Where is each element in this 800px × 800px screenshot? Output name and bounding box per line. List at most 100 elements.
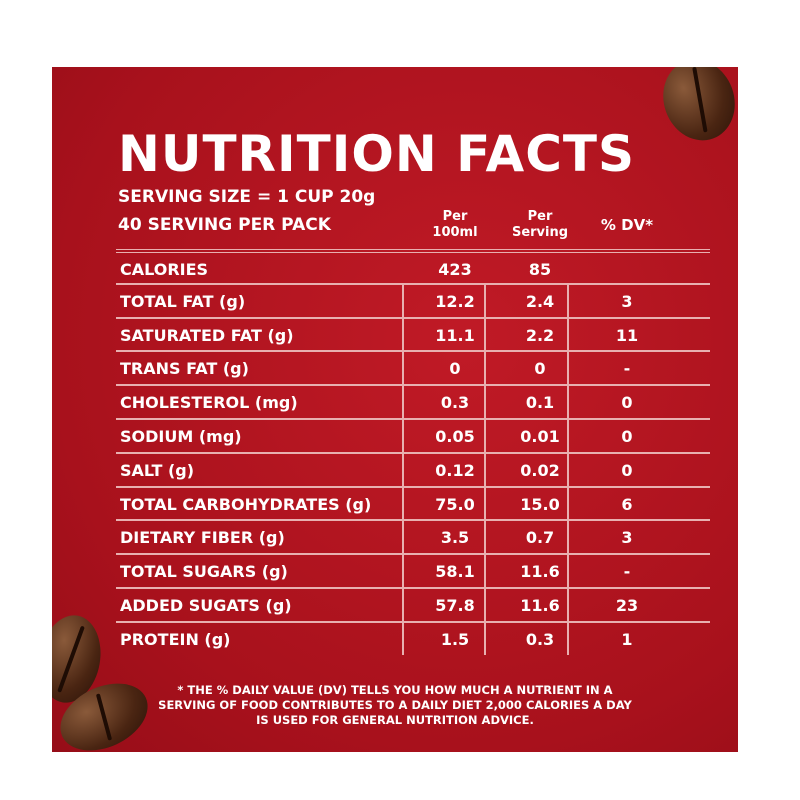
dv-value: - (623, 359, 631, 379)
servings-per-pack: 40 SERVING PER PACK (118, 215, 331, 235)
dv-value: 6 (621, 494, 633, 514)
column-divider (402, 588, 404, 621)
table-row: SATURATED FAT (g) 11.1 2.2 11 (116, 316, 710, 351)
table-row: SODIUM (mg) 0.05 0.01 0 (116, 417, 710, 452)
column-divider (402, 453, 404, 486)
per-serving-value: 15.0 (520, 494, 560, 514)
per-100ml-value: 0.12 (435, 460, 475, 480)
column-divider (567, 318, 569, 351)
table-row: PROTEIN (g) 1.5 0.3 1 (116, 620, 710, 655)
table-row: TOTAL FAT (g) 12.2 2.4 3 (116, 282, 710, 317)
per-100ml-value: 1.5 (440, 629, 470, 649)
per-100ml-value: 75.0 (435, 494, 475, 514)
nutrient-label: PROTEIN (g) (120, 629, 231, 649)
table-row: CHOLESTEROL (mg) 0.3 0.1 0 (116, 384, 710, 418)
per-100ml-value: 0 (449, 359, 461, 379)
table-row: ADDED SUGATS (g) 57.8 11.6 23 (116, 586, 710, 621)
column-divider (402, 622, 404, 655)
column-divider (484, 318, 486, 351)
per-serving-value: 0.02 (520, 460, 560, 480)
per-100ml-value: 3.5 (440, 528, 470, 548)
column-divider (567, 453, 569, 486)
per-serving-value: 0.1 (525, 393, 555, 413)
column-divider (484, 419, 486, 452)
column-header-line: 100ml (432, 225, 478, 240)
per-serving-value: 0.7 (525, 528, 555, 548)
dv-value: - (623, 562, 631, 582)
table-row: DIETARY FIBER (g) 3.5 0.7 3 (116, 519, 710, 554)
per-serving-value: 0.3 (525, 629, 555, 649)
column-divider (567, 555, 569, 587)
column-divider (402, 386, 404, 418)
column-divider (484, 588, 486, 621)
table-row: CALORIES 423 85 (116, 249, 710, 283)
dv-value: 1 (621, 629, 633, 649)
per-serving-value: 85 (528, 260, 552, 279)
column-divider (567, 588, 569, 621)
per-serving-value: 0 (534, 359, 546, 379)
per-100ml-value: 12.2 (435, 291, 475, 311)
column-divider (402, 284, 404, 317)
nutrient-label: TRANS FAT (g) (120, 359, 249, 379)
dv-value: 11 (615, 325, 639, 345)
per-100ml-value: 58.1 (435, 562, 475, 582)
column-divider (484, 386, 486, 418)
dv-value: 0 (621, 393, 633, 413)
column-divider (484, 555, 486, 587)
dv-value: 0 (621, 426, 633, 446)
column-divider (567, 622, 569, 655)
dv-value: 0 (621, 460, 633, 480)
nutrient-label: SATURATED FAT (g) (120, 325, 294, 345)
per-100ml-value: 423 (438, 260, 472, 279)
column-divider (484, 352, 486, 385)
column-divider (567, 419, 569, 452)
nutrition-facts-panel: NUTRITION FACTS SERVING SIZE = 1 CUP 20g… (52, 67, 738, 752)
column-divider (484, 622, 486, 655)
nutrient-label: SODIUM (mg) (120, 426, 242, 446)
per-serving-value: 11.6 (520, 562, 560, 582)
page-title: NUTRITION FACTS (118, 125, 636, 183)
column-header-dv: % DV* (600, 216, 654, 234)
column-divider (567, 352, 569, 385)
column-divider (567, 386, 569, 418)
nutrient-label: TOTAL FAT (g) (120, 291, 246, 311)
per-serving-value: 2.2 (525, 325, 555, 345)
column-divider (402, 555, 404, 587)
column-divider (402, 419, 404, 452)
column-divider (402, 352, 404, 385)
dv-value: 3 (621, 528, 633, 548)
table-row: TOTAL CARBOHYDRATES (g) 75.0 15.0 6 (116, 485, 710, 520)
nutrient-label: DIETARY FIBER (g) (120, 528, 285, 548)
per-100ml-value: 0.3 (440, 393, 470, 413)
column-divider (484, 453, 486, 486)
column-divider (402, 521, 404, 554)
column-divider (402, 487, 404, 520)
column-divider (567, 487, 569, 520)
column-header-per-100ml: Per 100ml (415, 209, 495, 241)
nutrient-label: TOTAL CARBOHYDRATES (g) (120, 494, 372, 514)
nutrient-label: TOTAL SUGARS (g) (120, 562, 288, 582)
coffee-bean-image (652, 67, 738, 151)
table-row: TOTAL SUGARS (g) 58.1 11.6 - (116, 553, 710, 587)
column-header-line: Per (442, 209, 468, 224)
per-serving-value: 11.6 (520, 595, 560, 615)
serving-size: SERVING SIZE = 1 CUP 20g (118, 187, 376, 207)
per-100ml-value: 0.05 (435, 426, 475, 446)
nutrition-table: CALORIES 423 85 TOTAL FAT (g) 12.2 2.4 3 SATURA… (116, 249, 710, 655)
column-header-line: Serving (511, 225, 569, 240)
dv-value: 23 (615, 595, 639, 615)
column-divider (484, 521, 486, 554)
per-100ml-value: 57.8 (435, 595, 475, 615)
column-header-line: Per (527, 209, 553, 224)
column-divider (402, 318, 404, 351)
column-divider (567, 284, 569, 317)
per-serving-value: 0.01 (520, 426, 560, 446)
column-divider (484, 284, 486, 317)
nutrient-label: SALT (g) (120, 460, 195, 480)
per-serving-value: 2.4 (525, 291, 555, 311)
column-divider (484, 487, 486, 520)
table-row: TRANS FAT (g) 0 0 - (116, 350, 710, 385)
table-row: SALT (g) 0.12 0.02 0 (116, 451, 710, 486)
nutrient-label: CHOLESTEROL (mg) (120, 393, 298, 413)
footnote: * THE % DAILY VALUE (DV) TELLS YOU HOW M… (158, 683, 632, 727)
